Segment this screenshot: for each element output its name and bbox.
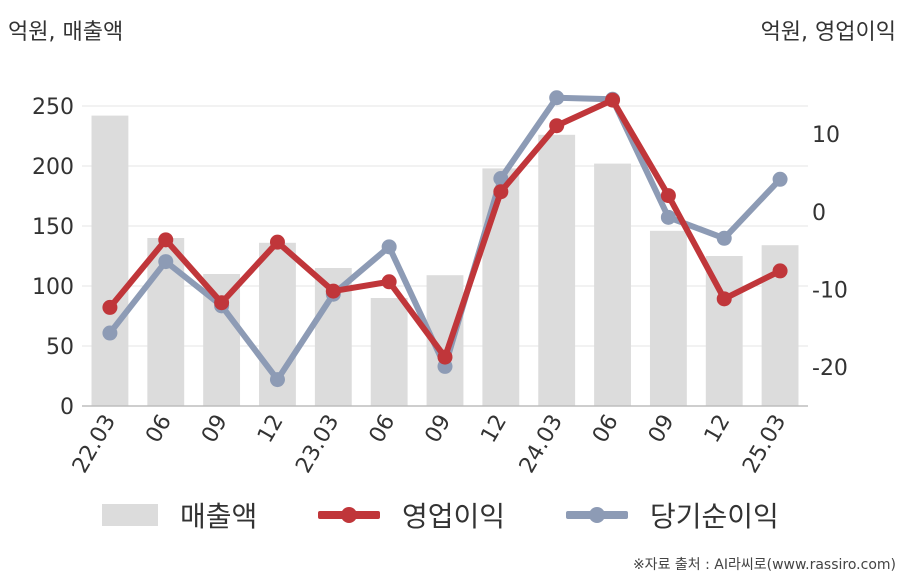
line-series (102, 90, 788, 388)
operating-profit-point (381, 274, 397, 290)
x-axis-tick-label: 06 (588, 411, 624, 448)
net-income-point (493, 170, 509, 186)
operating-profit-point (772, 263, 788, 279)
right-axis-unit-label: 억원, 영업이익 (760, 20, 896, 45)
operating-profit-point (660, 188, 676, 204)
x-axis-tick-label: 25.03 (738, 411, 791, 478)
net-income-point (772, 171, 788, 187)
legend-swatch-bar (102, 504, 158, 526)
left-axis-tick-label: 200 (32, 155, 74, 180)
legend-label: 당기순이익 (650, 500, 779, 533)
right-axis-tick-label: -20 (812, 356, 848, 381)
right-axis-tick-label: -10 (812, 279, 848, 304)
x-axis-tick-label: 22.03 (68, 411, 121, 478)
x-axis-tick-label: 06 (141, 411, 177, 448)
legend-item-revenue: 매출액 (102, 490, 257, 540)
right-axis-ticks: -20 -10 0 10 (812, 123, 848, 381)
x-axis-ticks: 22.03 06 09 12 23.03 06 09 12 24.03 06 09 12 25.03 (68, 411, 791, 478)
net-income-point (102, 325, 118, 341)
revenue-bar (649, 230, 687, 406)
operating-profit-point (493, 184, 509, 200)
operating-profit-point (716, 291, 732, 307)
left-axis-ticks: 0 50 100 150 200 250 (32, 95, 74, 420)
revenue-bar (594, 163, 631, 406)
left-axis-tick-label: 50 (46, 335, 74, 360)
left-axis-tick-label: 250 (32, 95, 74, 120)
left-axis-tick-label: 0 (60, 395, 74, 420)
operating-profit-point (102, 299, 118, 315)
legend-label: 매출액 (180, 500, 258, 533)
x-axis-tick-label: 24.03 (515, 411, 568, 478)
net-income-point (549, 90, 565, 106)
net-income-point (660, 209, 676, 225)
legend-item-operating-profit: 영업이익 (318, 490, 505, 540)
bar-series (91, 115, 799, 407)
right-axis-tick-label: 10 (812, 123, 840, 148)
legend-swatch-line (566, 504, 628, 526)
net-income-point (269, 372, 285, 388)
revenue-bar (91, 115, 129, 406)
x-axis-tick-label: 23.03 (291, 411, 344, 478)
x-axis-tick-label: 09 (197, 411, 233, 448)
operating-profit-point (437, 349, 453, 365)
revenue-bar (482, 168, 520, 406)
left-axis-tick-label: 150 (32, 215, 74, 240)
legend-label: 영업이익 (402, 500, 506, 533)
left-axis-unit-label: 억원, 매출액 (8, 20, 124, 45)
revenue-bar (370, 298, 408, 406)
operating-profit-point (158, 232, 174, 248)
net-income-point (158, 254, 174, 270)
net-income-point (716, 230, 732, 246)
x-axis-tick-label: 09 (644, 411, 680, 448)
legend-item-net-income: 당기순이익 (566, 490, 779, 540)
legend: 매출액 영업이익 당기순이익 (0, 490, 908, 540)
x-axis-tick-label: 12 (700, 411, 736, 448)
operating-profit-point (605, 92, 621, 108)
x-axis-tick-label: 06 (365, 411, 401, 448)
x-axis-tick-label: 12 (476, 411, 512, 448)
left-axis-tick-label: 100 (32, 275, 74, 300)
legend-swatch-line (318, 504, 380, 526)
operating-profit-point (214, 295, 230, 311)
x-axis-tick-label: 09 (421, 411, 457, 448)
right-axis-tick-label: 0 (812, 201, 826, 226)
revenue-bar (538, 134, 576, 407)
net-income-point (381, 239, 397, 255)
operating-profit-point (549, 118, 565, 134)
operating-profit-point (325, 283, 341, 299)
x-axis-tick-label: 12 (253, 411, 289, 448)
operating-profit-point (269, 234, 285, 250)
source-note: ※자료 출처 : AI라씨로(www.rassiro.com) (632, 557, 896, 573)
